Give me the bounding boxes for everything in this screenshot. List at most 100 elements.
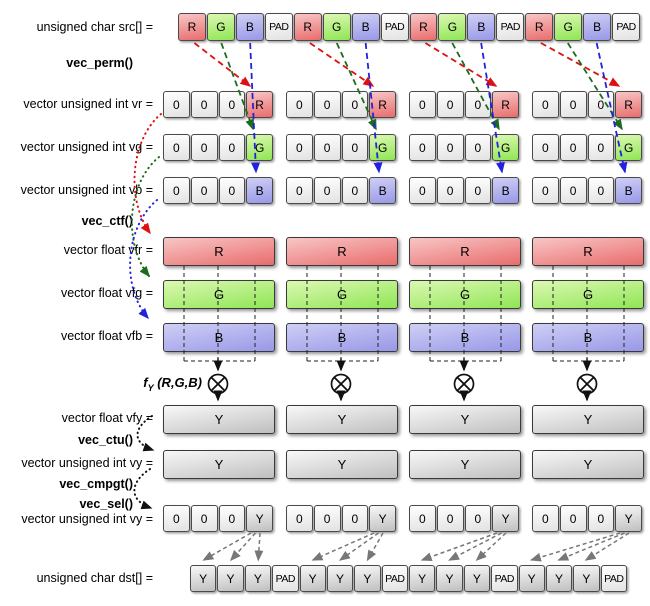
vr-g1-cell-3: R xyxy=(369,91,396,118)
vr-g3-cell-3: R xyxy=(615,91,642,118)
src_row-strip: R G B PAD R G B PAD R G B PAD R G B PAD xyxy=(178,13,640,41)
vr-g2-cell-3: R xyxy=(492,91,519,118)
vg-g3-cell-1: 0 xyxy=(559,134,587,161)
vg-g2-cell-1: 0 xyxy=(436,134,464,161)
vfg-bar-0: G xyxy=(163,280,275,309)
vfr-bar-3: R xyxy=(532,237,644,266)
vb-g1-cell-3: B xyxy=(369,177,396,204)
vb-g2-cell-2: 0 xyxy=(464,177,492,204)
vr-g2-cell-1: 0 xyxy=(436,91,464,118)
vr-g0-cell-3: R xyxy=(246,91,273,118)
vy2-g2-cell-2: 0 xyxy=(464,505,492,532)
vg-g3-cell-2: 0 xyxy=(587,134,615,161)
vfg-bar-1: G xyxy=(286,280,398,309)
vb-g0-cell-3: B xyxy=(246,177,273,204)
src-cell-4: R xyxy=(293,13,322,41)
dst-cell-8: Y xyxy=(409,565,436,592)
dst-cell-10: Y xyxy=(463,565,491,592)
vy2-g3-cell-0: 0 xyxy=(532,505,559,532)
vfb-bar-3: B xyxy=(532,323,644,352)
vg-g3-cell-3: G xyxy=(615,134,642,161)
vy2-g0-cell-3: Y xyxy=(246,505,273,532)
otimes-icon xyxy=(576,373,598,395)
vy2-g3-cell-2: 0 xyxy=(587,505,615,532)
vy2-g2-cell-3: Y xyxy=(492,505,519,532)
vb-g3-cell-2: 0 xyxy=(587,177,615,204)
vr-g1-cell-2: 0 xyxy=(341,91,369,118)
dst-cell-9: Y xyxy=(436,565,463,592)
label-src-row: unsigned char src[] = xyxy=(36,20,153,34)
vb-g0-cell-0: 0 xyxy=(163,177,190,204)
label-vec-cmpgt: vec_cmpgt() xyxy=(59,477,133,491)
vy2-g1-cell-2: 0 xyxy=(341,505,369,532)
dst-cell-13: Y xyxy=(545,565,573,592)
vg-g0-cell-3: G xyxy=(246,134,273,161)
src-cell-1: G xyxy=(206,13,235,41)
vy2-g1-cell-0: 0 xyxy=(286,505,313,532)
vg-g0-cell-2: 0 xyxy=(218,134,246,161)
vfr-bar-2: R xyxy=(409,237,521,266)
vb-g3-cell-1: 0 xyxy=(559,177,587,204)
vb-g2-cell-0: 0 xyxy=(409,177,436,204)
label-vr-row: vector unsigned int vr = xyxy=(23,97,153,111)
label-vb-row: vector unsigned int vb = xyxy=(20,183,153,197)
vy2-g0-cell-0: 0 xyxy=(163,505,190,532)
src-cell-9: G xyxy=(438,13,467,41)
label-vfb-row: vector float vfb = xyxy=(60,329,153,343)
label-vfg-row: vector float vfg = xyxy=(60,286,153,300)
vr-g2-cell-0: 0 xyxy=(409,91,436,118)
label-vfy-row: vector float vfy = xyxy=(61,411,153,425)
vfy-bar-3: Y xyxy=(532,405,644,434)
label-vy2-row: vector unsigned int vy = xyxy=(21,512,153,526)
vy-bar-0: Y xyxy=(163,450,275,479)
vr-g0-cell-2: 0 xyxy=(218,91,246,118)
label-dst-row: unsigned char dst[] = xyxy=(36,571,153,585)
vy2-g2-cell-1: 0 xyxy=(436,505,464,532)
label-vfr-row: vector float vfr = xyxy=(63,243,153,257)
label-vec-ctf: vec_ctf() xyxy=(81,214,133,228)
src-cell-2: B xyxy=(235,13,264,41)
vg-g0-cell-1: 0 xyxy=(190,134,218,161)
vr-g3-cell-1: 0 xyxy=(559,91,587,118)
src-cell-15: PAD xyxy=(612,13,640,41)
src-cell-8: R xyxy=(409,13,438,41)
vb-g0-cell-2: 0 xyxy=(218,177,246,204)
dst-cell-4: Y xyxy=(299,565,326,592)
dst-cell-7: PAD xyxy=(381,565,408,592)
vr-g2-cell-2: 0 xyxy=(464,91,492,118)
src-cell-11: PAD xyxy=(496,13,525,41)
vy-bar-3: Y xyxy=(532,450,644,479)
vb-g2-cell-3: B xyxy=(492,177,519,204)
vy2-g0-cell-2: 0 xyxy=(218,505,246,532)
vb-g2-cell-1: 0 xyxy=(436,177,464,204)
dst-cell-14: Y xyxy=(573,565,600,592)
vb-g3-cell-3: B xyxy=(615,177,642,204)
vr-g3-cell-2: 0 xyxy=(587,91,615,118)
vg-g1-cell-0: 0 xyxy=(286,134,313,161)
otimes-icon xyxy=(330,373,352,395)
vg-g1-cell-3: G xyxy=(369,134,396,161)
vg-g2-cell-3: G xyxy=(492,134,519,161)
vfr-bar-1: R xyxy=(286,237,398,266)
vfg-bar-3: G xyxy=(532,280,644,309)
vb-g1-cell-2: 0 xyxy=(341,177,369,204)
vfg-bar-2: G xyxy=(409,280,521,309)
vy2-g3-cell-1: 0 xyxy=(559,505,587,532)
src-cell-3: PAD xyxy=(264,13,293,41)
label-fy-function: fY (R,G,B) xyxy=(143,375,202,393)
vy2-g0-cell-1: 0 xyxy=(190,505,218,532)
vr-g1-cell-0: 0 xyxy=(286,91,313,118)
vfb-bar-0: B xyxy=(163,323,275,352)
vfb-bar-2: B xyxy=(409,323,521,352)
